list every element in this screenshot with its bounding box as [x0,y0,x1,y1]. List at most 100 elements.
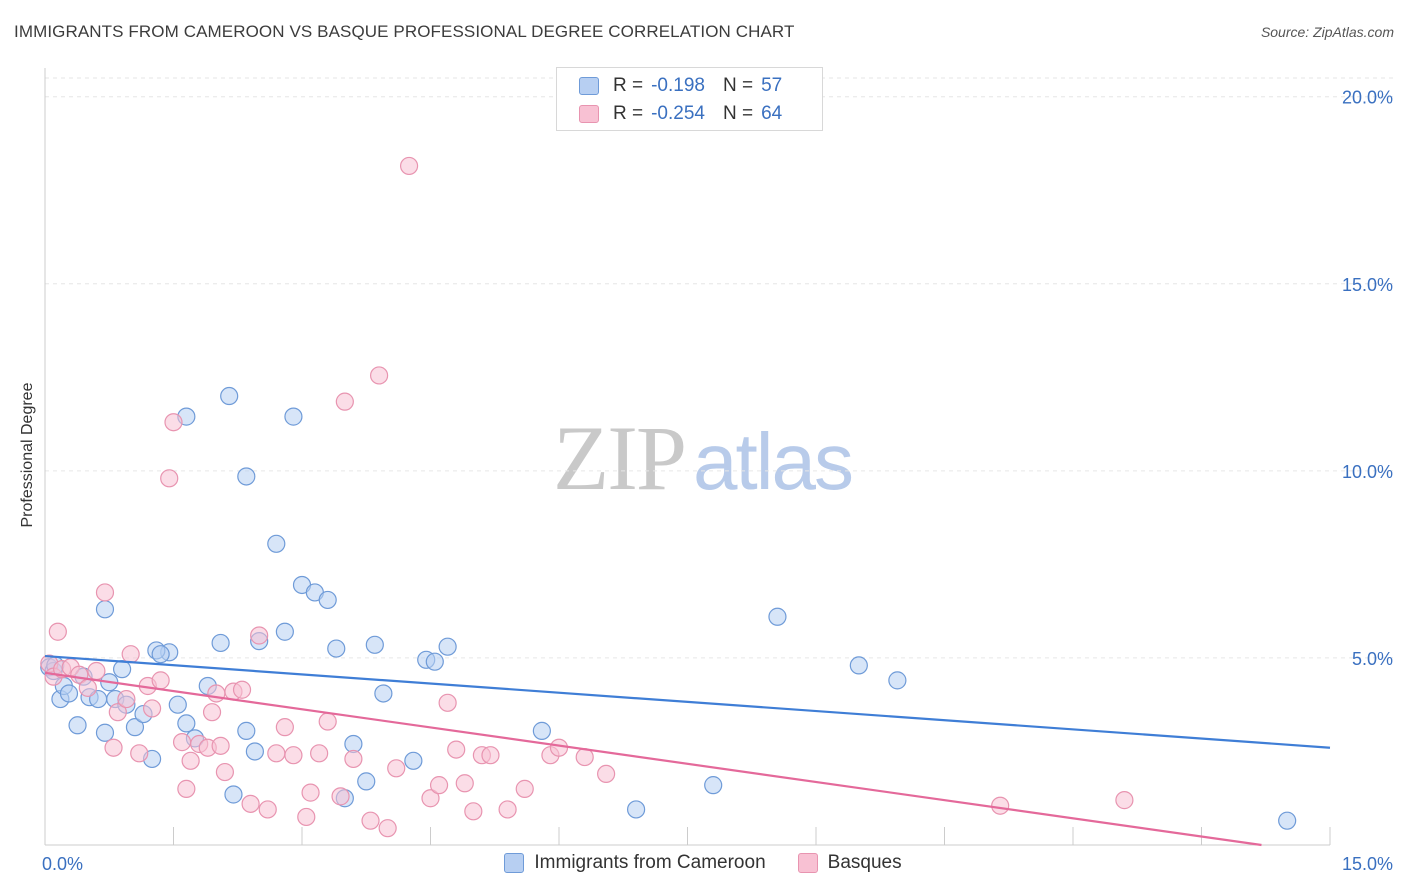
point-basques [207,684,226,703]
point-cameroon [125,718,145,737]
point-cameroon [768,607,787,626]
point-basques [117,689,136,709]
legend-swatch-pink [797,853,818,873]
point-basques [202,703,222,722]
point-basques [160,469,179,488]
legend-item-cameroon[interactable]: Immigrants from Cameroon [504,852,766,874]
axes [44,68,1331,846]
point-basques [104,738,123,757]
r-value: -0.198 [651,75,705,96]
point-basques [87,661,106,681]
point-cameroon [237,721,256,740]
point-cameroon [59,684,79,703]
point-cameroon [284,407,303,426]
y-tick-label: 10.0% [1342,462,1393,482]
n-value: 57 [761,75,783,96]
point-basques [549,738,569,757]
n-value: 64 [761,103,783,124]
point-basques [335,392,354,411]
point-cameroon [327,639,346,658]
r-value: -0.254 [651,103,705,124]
point-cameroon [245,742,264,761]
point-basques [447,740,466,759]
point-cameroon [177,714,196,733]
legend-swatch-pink [579,105,599,123]
point-cameroon [237,467,256,486]
point-cameroon [438,637,457,656]
point-basques [318,712,337,731]
legend-label: Immigrants from Cameroon [534,852,766,873]
point-basques [275,718,294,737]
point-basques [121,645,140,664]
n-label: N = [722,75,754,96]
watermark-zip: ZIP [553,407,687,509]
point-basques [1115,791,1134,810]
point-cameroon [374,684,393,703]
point-cameroon [168,695,187,714]
point-basques [399,156,419,176]
point-cameroon [318,590,337,610]
point-basques [48,622,67,641]
watermark-atlas: atlas [693,417,854,506]
legend-row-cameroon: R = -0.198 N = 57 [579,74,782,98]
point-basques [142,699,162,718]
source-credit: Source: ZipAtlas.com [1260,24,1394,40]
point-basques [172,733,192,752]
point-cameroon [220,386,239,406]
y-tick-label: 20.0% [1342,88,1393,108]
chart-title: IMMIGRANTS FROM CAMEROON VS BASQUE PROFE… [14,22,795,41]
point-basques [301,783,320,802]
trend-lines [44,654,1331,847]
point-basques [597,764,616,784]
point-basques [455,774,474,793]
point-basques [258,800,277,819]
point-basques [232,680,252,699]
point-cameroon [357,772,376,791]
point-basques [481,746,500,765]
point-basques [241,794,260,813]
y-tick-label: 15.0% [1342,275,1393,295]
point-cameroon [224,785,243,804]
legend-row-basques: R = -0.254 N = 64 [579,102,782,126]
point-cameroon [532,721,551,740]
point-cameroon [1278,811,1297,830]
point-basques [344,749,363,769]
data-points [40,156,1297,838]
point-basques [429,776,449,795]
point-cameroon [275,622,294,641]
point-cameroon [626,800,646,819]
legend-label: Basques [827,852,902,873]
point-basques [378,819,397,838]
point-cameroon [404,751,423,770]
watermark: ZIP atlas [553,405,854,511]
point-basques [438,693,457,712]
legend-swatch-blue [504,853,525,873]
point-cameroon [365,635,384,654]
point-basques [108,703,127,722]
point-basques [130,744,149,763]
point-cameroon [112,660,132,679]
series-legend: Immigrants from Cameroon Basques [0,852,1406,874]
correlation-legend: R = -0.198 N = 57 R = -0.254 N = 64 [556,67,823,131]
point-basques [211,736,230,755]
point-basques [991,796,1010,815]
point-basques [361,811,380,830]
trend-line-basques [44,671,1262,847]
point-cameroon [267,534,286,553]
point-basques [215,762,234,782]
point-basques [151,671,170,690]
point-cameroon [849,656,868,675]
point-basques [177,779,196,798]
r-label: R = [613,103,644,124]
point-basques [331,787,350,806]
legend-item-basques[interactable]: Basques [797,852,902,874]
point-basques [370,366,389,385]
point-basques [421,789,440,808]
trend-line-cameroon [44,654,1331,749]
point-basques [78,678,97,697]
r-label: R = [613,75,644,96]
point-cameroon [425,652,444,671]
x-tick-label: 0.0% [42,854,83,874]
point-basques [267,744,286,763]
